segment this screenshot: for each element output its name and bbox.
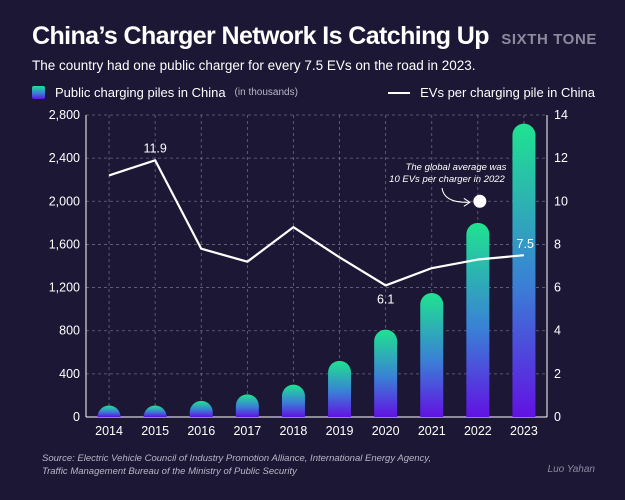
y-right-tick: 10 [554,194,568,208]
source-line-1: Source: Electric Vehicle Council of Indu… [42,453,431,464]
x-tick-label: 2016 [187,424,215,438]
bar-2017 [235,394,259,417]
bar-2021 [420,292,444,417]
x-tick-label: 2021 [418,424,446,438]
x-tick-label: 2020 [372,424,400,438]
y-right-tick: 6 [554,281,561,295]
line-data-label: 6.1 [377,292,394,306]
line-data-label: 11.9 [143,141,166,155]
source-note: Source: Electric Vehicle Council of Indu… [42,452,462,478]
y-left-tick: 0 [73,410,80,424]
bar-2022 [466,222,490,417]
annotation-line-1: The global average was [406,162,507,173]
brand-logo: SIXTH TONE [501,31,597,48]
bar-2015 [143,405,167,417]
y-right-tick: 4 [554,324,561,338]
y-right-tick: 12 [554,151,568,165]
x-tick-label: 2014 [95,424,123,438]
legend-bar-swatch [32,86,45,99]
bar-2014 [97,405,121,417]
x-tick-label: 2017 [233,424,261,438]
legend-line-swatch [388,91,411,94]
y-right-tick: 14 [554,108,568,122]
ratio-line [108,159,525,287]
source-line-2: Traffic Management Bureau of the Ministr… [42,466,297,477]
y-left-tick: 2,000 [49,194,80,208]
x-tick-label: 2015 [141,424,169,438]
legend-line-label: EVs per charging pile in China [420,85,595,100]
y-left-tick: 1,600 [49,237,80,251]
y-left-tick: 1,200 [49,281,80,295]
annotation-arrowhead [463,197,471,207]
legend-bars: Public charging piles in China (in thous… [32,85,298,100]
bar-2023 [512,123,536,418]
annotation-line-2: 10 EVs per charger in 2022 [389,174,505,185]
ratio-line-path [108,159,525,287]
chart-title: China’s Charger Network Is Catching Up [32,22,490,50]
bar-2016 [189,400,213,417]
bar-2019 [328,360,352,417]
chart-subtitle: The country had one public charger for e… [32,58,476,73]
bars [97,123,536,418]
y-right-tick: 8 [554,237,561,251]
x-tick-label: 2023 [510,424,538,438]
legend-line: EVs per charging pile in China [388,85,595,100]
annotation-arrow [441,187,469,203]
y-left-tick: 2,400 [49,151,80,165]
author-credit: Luo Yahan [547,464,595,475]
bar-2018 [281,384,305,417]
y-left-tick: 400 [59,367,80,381]
x-tick-label: 2022 [464,424,492,438]
line-data-label: 7.5 [517,237,534,251]
y-right-tick: 2 [554,367,561,381]
y-right-tick: 0 [554,410,561,424]
bar-2020 [374,329,398,417]
x-tick-label: 2019 [326,424,354,438]
legend-bars-label: Public charging piles in China [55,85,226,100]
axis-labels: 0 0 400 2 800 4 1,200 6 1,600 8 2,000 10 2,400 12 2,80… [49,108,568,438]
legend-bars-note: (in thousands) [234,87,298,98]
global-average-marker [473,194,487,208]
y-left-tick: 800 [59,324,80,338]
y-left-tick: 2,800 [49,108,80,122]
x-tick-label: 2018 [280,424,308,438]
